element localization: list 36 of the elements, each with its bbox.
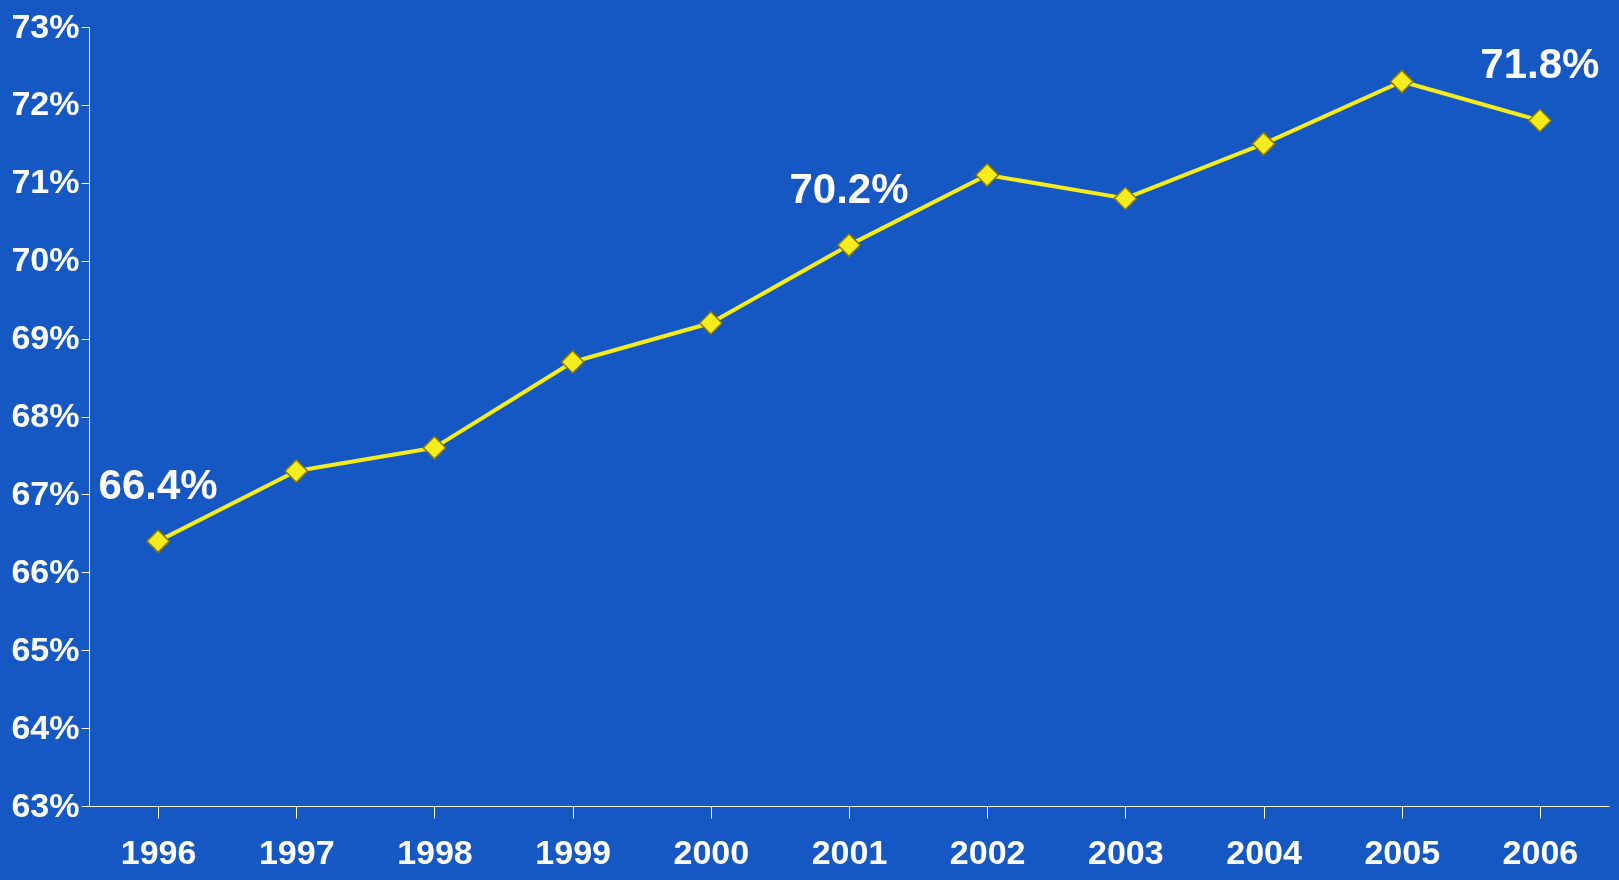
point <box>560 350 585 374</box>
x-tick-label: 2005 <box>1364 832 1441 871</box>
y-tick-label: 73% <box>11 6 80 45</box>
x-tick-label: 2004 <box>1226 832 1302 871</box>
y-tick-label: 68% <box>11 396 80 434</box>
y-tick-label: 63% <box>11 785 80 824</box>
point <box>1527 108 1552 133</box>
point <box>146 529 171 554</box>
x-tick-label: 2001 <box>811 832 888 871</box>
x-tick-label: 2006 <box>1502 832 1579 871</box>
data-label: 66.4% <box>98 461 218 509</box>
x-tick-label: 2002 <box>949 832 1026 871</box>
point <box>698 311 723 335</box>
y-tick-label: 67% <box>11 473 80 512</box>
y-tick-label: 64% <box>11 707 80 746</box>
x-tick-label: 1998 <box>397 832 473 871</box>
x-tick-label: 1996 <box>120 832 197 871</box>
point <box>1251 131 1276 156</box>
point <box>1113 186 1138 211</box>
y-tick-label: 72% <box>11 84 80 123</box>
x-tick-label: 2003 <box>1088 832 1164 871</box>
point <box>975 163 1000 187</box>
y-tick-label: 71% <box>11 162 80 201</box>
data-label: 70.2% <box>789 165 909 213</box>
y-tick-label: 65% <box>11 629 80 668</box>
point <box>284 459 309 483</box>
y-tick-label: 69% <box>11 318 80 357</box>
x-tick-label: 1997 <box>258 832 335 871</box>
y-tick-label: 66% <box>11 551 80 590</box>
x-tick-label: 2000 <box>673 832 750 871</box>
point <box>1389 69 1414 94</box>
y-tick-label: 70% <box>11 240 80 279</box>
x-tick-label: 1999 <box>535 832 611 871</box>
point <box>422 435 447 460</box>
data-label: 71.8% <box>1480 40 1600 88</box>
point <box>837 233 861 258</box>
